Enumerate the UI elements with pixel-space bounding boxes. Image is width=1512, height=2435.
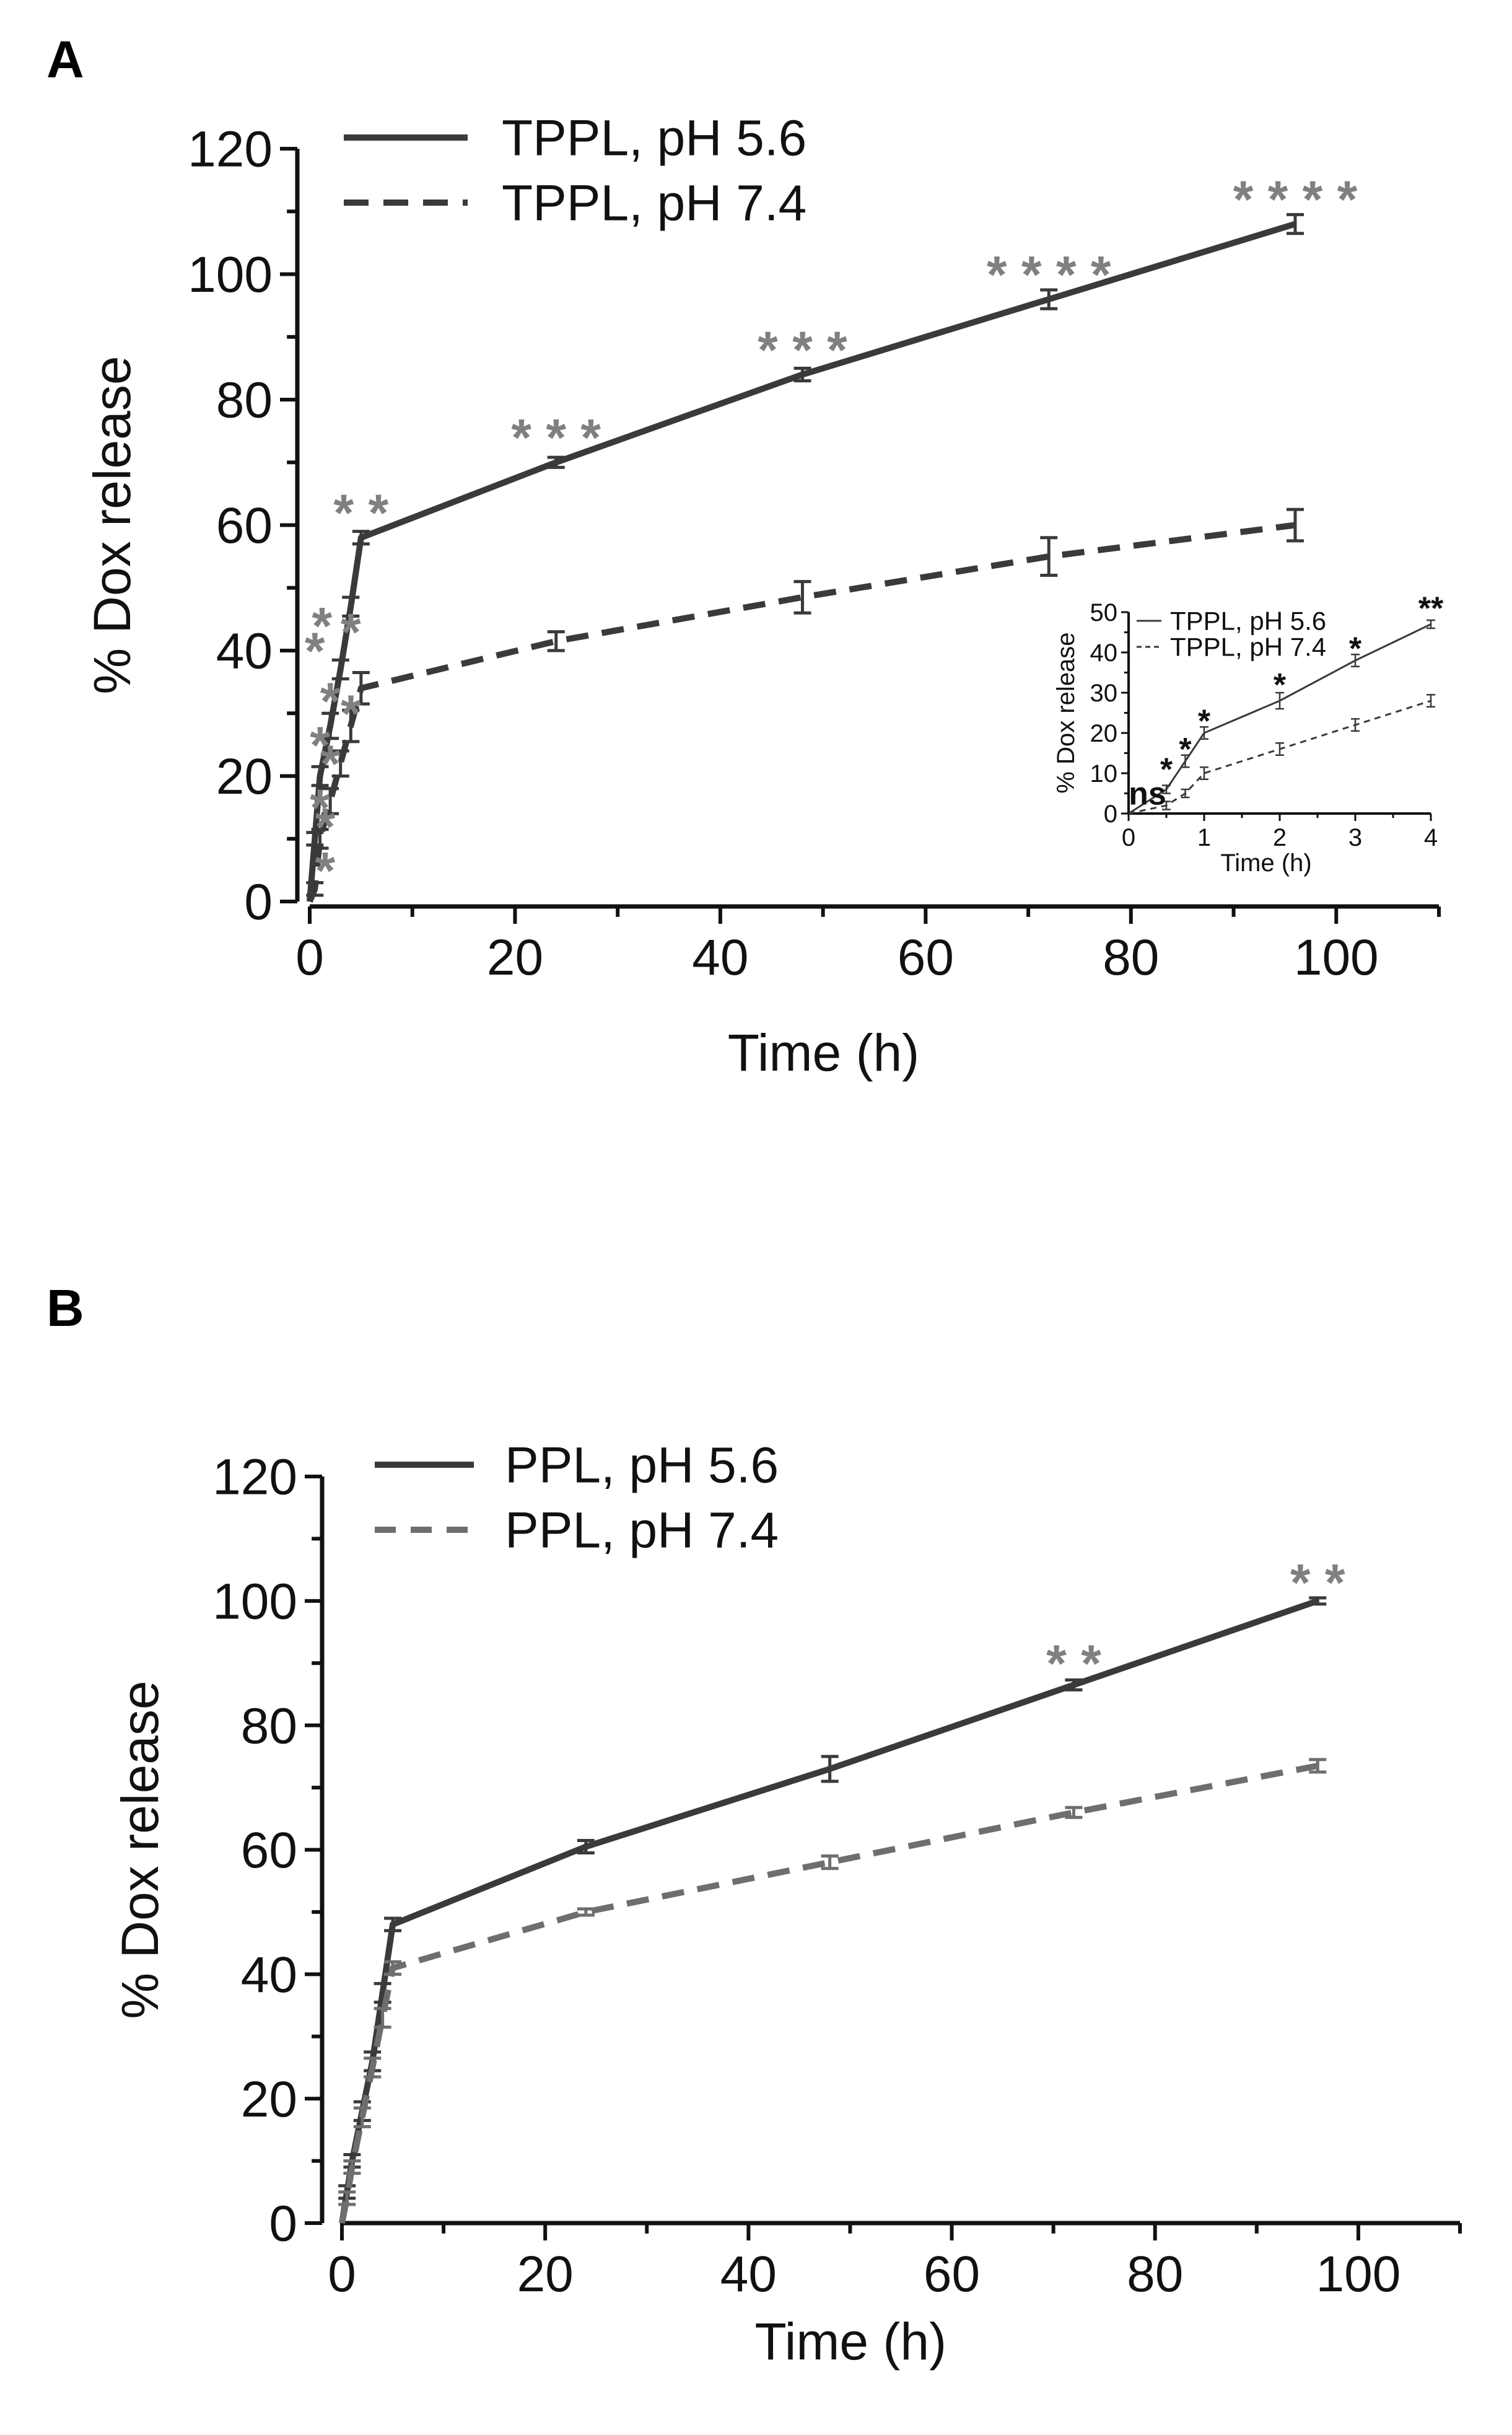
significance-star: * — [310, 716, 330, 774]
significance-star: * * — [334, 484, 389, 542]
significance-star: * — [310, 779, 330, 837]
x-tick-label: 40 — [692, 929, 748, 986]
significance-star: * — [1179, 732, 1192, 768]
x-tick-label: 4 — [1424, 824, 1438, 851]
x-tick-label: 0 — [1122, 824, 1135, 851]
significance-star: * — [320, 672, 341, 730]
y-tick-label: 80 — [241, 1698, 297, 1754]
significance-ns-label: ns — [1129, 776, 1166, 812]
y-tick-label: 20 — [1090, 720, 1118, 747]
legend-label-2: TPPL, pH 7.4 — [1170, 633, 1326, 662]
panel-a-letter: A — [46, 30, 84, 89]
y-axis-title: % Dox release — [1052, 632, 1080, 793]
y-axis-title: % Dox release — [111, 1680, 169, 2019]
x-axis-title: Time (h) — [755, 2312, 947, 2371]
legend-label-1: TPPL, pH 5.6 — [502, 110, 806, 167]
x-tick-label: 0 — [328, 2246, 356, 2302]
x-tick-label: 20 — [487, 929, 543, 986]
significance-star: * * * — [511, 408, 601, 467]
significance-star: * — [341, 685, 361, 743]
y-tick-label: 20 — [216, 748, 273, 805]
x-tick-label: 20 — [517, 2246, 574, 2302]
y-tick-label: 0 — [269, 2196, 297, 2252]
legend-label-1: PPL, pH 5.6 — [505, 1437, 779, 1494]
y-tick-label: 0 — [1104, 801, 1117, 828]
significance-star: * — [315, 841, 336, 900]
y-tick-label: 30 — [1090, 680, 1118, 707]
significance-star: * — [1198, 704, 1211, 740]
significance-star: * — [1160, 752, 1173, 788]
x-tick-label: 60 — [898, 929, 954, 986]
legend-label-1: TPPL, pH 5.6 — [1170, 607, 1326, 636]
x-tick-label: 100 — [1316, 2246, 1401, 2302]
significance-star: * * * * — [987, 245, 1111, 304]
x-tick-label: 0 — [295, 929, 324, 986]
x-tick-label: 3 — [1348, 824, 1362, 851]
x-tick-label: 80 — [1103, 929, 1159, 986]
y-tick-label: 10 — [1090, 760, 1118, 788]
x-tick-label: 60 — [924, 2246, 980, 2302]
y-tick-label: 40 — [241, 1947, 297, 2003]
x-axis-title: Time (h) — [728, 1024, 920, 1082]
y-axis-title: % Dox release — [83, 356, 141, 694]
y-tick-label: 20 — [241, 2071, 297, 2128]
x-tick-label: 80 — [1127, 2246, 1183, 2302]
x-tick-label: 1 — [1197, 824, 1211, 851]
series-line-2 — [339, 1763, 1319, 2224]
significance-star: * * — [1046, 1634, 1101, 1693]
y-tick-label: 40 — [1090, 639, 1118, 667]
y-tick-label: 60 — [241, 1822, 297, 1879]
legend-label-2: PPL, pH 7.4 — [505, 1503, 779, 1559]
significance-star: * — [341, 603, 361, 661]
significance-star: * * * * — [1233, 170, 1358, 228]
significance-star: * — [315, 797, 336, 856]
y-tick-label: 50 — [1090, 599, 1118, 626]
y-tick-label: 100 — [212, 1574, 297, 1630]
significance-star: * — [1274, 667, 1287, 703]
panel-b-plot-area: 0 20 40 60 80 100 120 0 20 40 60 80 100 Time (h) % Dox… — [111, 1437, 1462, 2371]
significance-star: * * — [1290, 1553, 1345, 1612]
panel-b: B 0 20 40 60 80 100 120 0 20 40 60 80 100 Time (h) % D… — [46, 1279, 1462, 2371]
x-tick-label: 100 — [1294, 929, 1379, 986]
y-tick-label: 80 — [216, 372, 273, 429]
significance-star: * — [305, 621, 325, 680]
significance-star: * — [312, 597, 333, 655]
x-axis-title: Time (h) — [1220, 849, 1311, 877]
panel-b-letter: B — [46, 1279, 84, 1337]
significance-star: * — [1349, 631, 1362, 667]
significance-star: ** — [1418, 591, 1444, 627]
legend-label-2: TPPL, pH 7.4 — [502, 175, 806, 232]
y-tick-label: 120 — [188, 121, 273, 178]
y-tick-label: 0 — [244, 874, 273, 931]
x-tick-label: 2 — [1273, 824, 1287, 851]
y-tick-label: 120 — [212, 1449, 297, 1506]
y-tick-label: 40 — [216, 623, 273, 680]
y-tick-label: 60 — [216, 498, 273, 554]
x-tick-label: 40 — [720, 2246, 777, 2302]
y-tick-label: 100 — [188, 247, 273, 303]
significance-star: * * * — [758, 320, 847, 379]
significance-star: * — [320, 735, 341, 793]
